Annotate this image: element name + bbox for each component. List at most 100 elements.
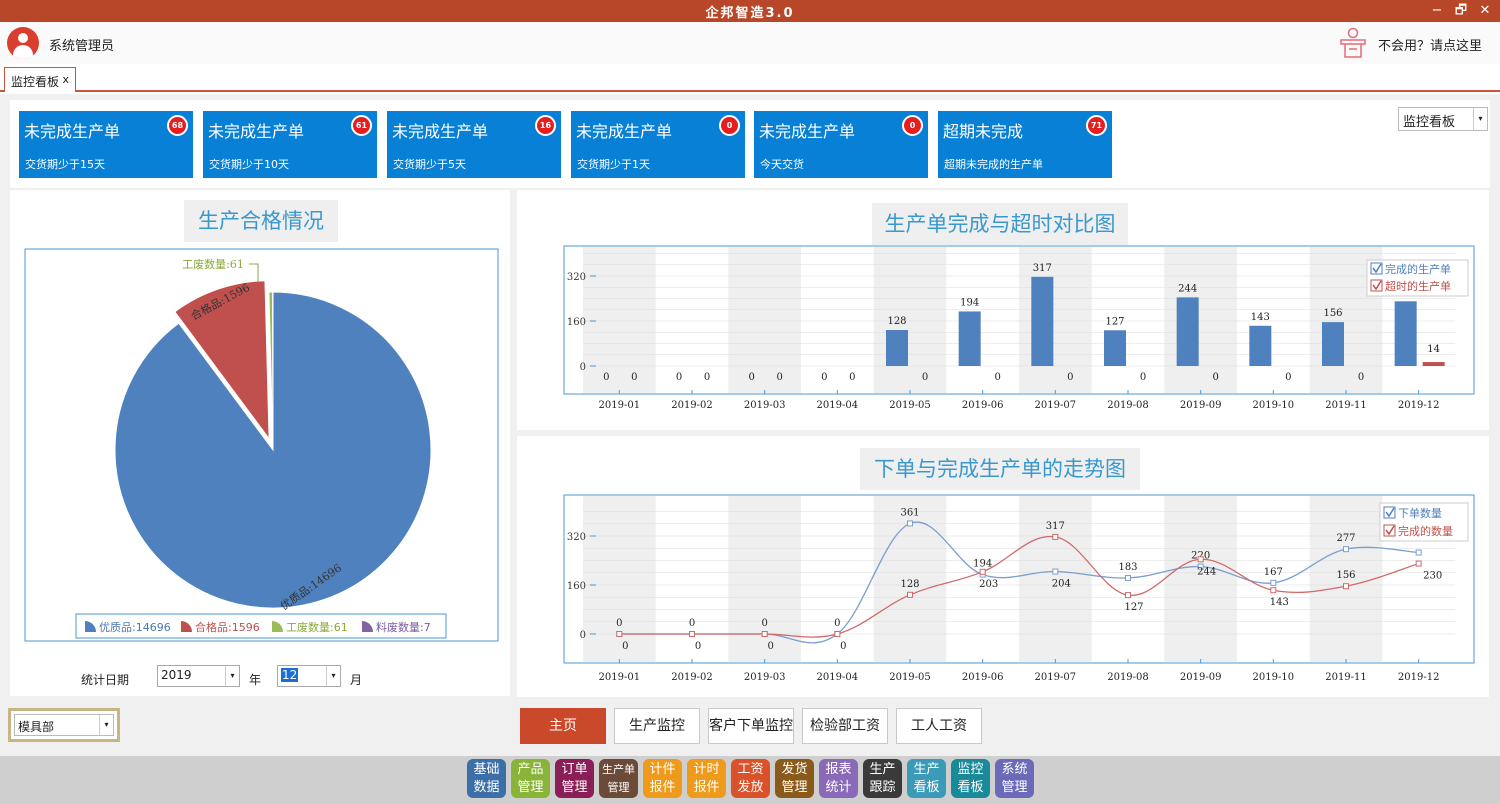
chevron-down-icon[interactable]: ▾ [225, 666, 239, 686]
dock-item[interactable]: 监控 看板 [951, 759, 990, 798]
dock-label: 系统 [1001, 762, 1028, 777]
dock-item[interactable]: 生产 看板 [907, 759, 946, 798]
help-icon[interactable] [1338, 27, 1368, 59]
data-point [1052, 533, 1059, 540]
card-title: 未完成生产单 [576, 122, 673, 141]
pie-panel: 生产合格情况 优质品:14696 合格品:1596 工废数量:61 优质品:14696… [10, 190, 510, 656]
x-tick-label: 2019-06 [962, 672, 1004, 683]
dock-label: 发货 [781, 762, 808, 777]
data-point [1052, 568, 1059, 575]
legend-label: 完成的生产单 [1385, 262, 1451, 276]
dock-label: 生产单 [602, 763, 635, 776]
legend-label: 优质品:14696 [99, 621, 171, 634]
chevron-down-icon[interactable]: ▾ [1473, 108, 1487, 130]
data-label: 127 [1105, 316, 1124, 327]
year-select[interactable]: 2019 ▾ [157, 665, 240, 687]
alert-card[interactable]: 超期未完成 71 超期未完成的生产单 [938, 111, 1112, 178]
avatar-icon[interactable] [7, 27, 39, 59]
nav-button-customer-order-monitor[interactable]: 客户下单监控 [708, 708, 794, 744]
alert-card[interactable]: 未完成生产单 0 交货期少于1天 [571, 111, 745, 178]
dock-item[interactable]: 订单 管理 [555, 759, 594, 798]
nav-button-inspection-wages[interactable]: 检验部工资 [802, 708, 888, 744]
card-subtitle: 今天交货 [760, 158, 804, 171]
dock-item[interactable]: 生产单 管理 [599, 759, 638, 798]
legend-label: 超时的生产单 [1385, 279, 1451, 293]
dock-item[interactable]: 计件 报件 [643, 759, 682, 798]
card-title: 未完成生产单 [759, 122, 856, 141]
check-icon [1372, 280, 1382, 291]
legend-label: 合格品:1596 [195, 620, 260, 634]
data-label: 0 [1140, 372, 1146, 383]
bar-chart-title: 生产单完成与超时对比图 [872, 203, 1128, 245]
card-subtitle: 交货期少于1天 [577, 158, 650, 171]
data-label: 143 [1270, 597, 1289, 608]
date-filter: 统计日期 2019 ▾ 年 12 ▾ 月 [10, 656, 510, 696]
data-label: 0 [1285, 372, 1291, 383]
minimize-button[interactable]: − [1431, 3, 1443, 18]
dock-label: 订单 [561, 762, 588, 777]
data-label: 183 [1118, 562, 1137, 573]
data-label: 0 [676, 372, 682, 383]
data-point [979, 568, 986, 575]
legend-swatch [272, 621, 283, 632]
x-tick-label: 2019-05 [889, 672, 931, 683]
nav-button-worker-wages[interactable]: 工人工资 [896, 708, 982, 744]
dock-item[interactable]: 计时 报件 [687, 759, 726, 798]
dock-label: 统计 [825, 780, 852, 795]
close-button[interactable]: ✕ [1479, 3, 1491, 18]
legend-label: 工废数量:61 [286, 620, 348, 634]
dock-item[interactable]: 发货 管理 [775, 759, 814, 798]
dock-label: 生产 [913, 762, 940, 777]
count-badge: 68 [167, 115, 188, 136]
restore-button[interactable]: 🗗 [1454, 3, 1468, 18]
dock-label: 监控 [957, 762, 984, 777]
legend-swatch [362, 621, 373, 632]
dock-item[interactable]: 工资 发放 [731, 759, 770, 798]
nav-button-production-monitor[interactable]: 生产监控 [614, 708, 700, 744]
legend-label: 下单数量 [1398, 507, 1442, 520]
x-tick-label: 2019-02 [671, 672, 713, 683]
data-label: 0 [922, 372, 928, 383]
legend-swatch [181, 621, 192, 632]
view-select[interactable]: 监控看板 ▾ [1398, 107, 1488, 131]
x-tick-label: 2019-08 [1107, 400, 1149, 411]
dock-item[interactable]: 基础 数据 [467, 759, 506, 798]
data-label: 277 [1336, 533, 1355, 544]
alert-card[interactable]: 未完成生产单 16 交货期少于5天 [387, 111, 561, 178]
x-tick-label: 2019-07 [1035, 672, 1077, 683]
data-label: 0 [1358, 372, 1364, 383]
alert-card[interactable]: 未完成生产单 68 交货期少于15天 [19, 111, 193, 178]
y-tick-label: 320 [567, 532, 586, 543]
data-label: 0 [834, 618, 840, 629]
tab-monitor-board[interactable]: 监控看板 x [4, 67, 76, 92]
nav-button-home[interactable]: 主页 [520, 708, 606, 744]
legend-label: 料废数量:7 [376, 620, 431, 634]
plot-band [1164, 496, 1237, 662]
dock-item[interactable]: 报表 统计 [819, 759, 858, 798]
dock-label: 报件 [693, 780, 720, 795]
dock-item[interactable]: 系统 管理 [995, 759, 1034, 798]
view-select-value: 监控看板 [1403, 115, 1456, 130]
alert-card[interactable]: 未完成生产单 0 今天交货 [754, 111, 928, 178]
x-tick-label: 2019-04 [817, 400, 859, 411]
alert-card[interactable]: 未完成生产单 61 交货期少于10天 [203, 111, 377, 178]
data-point [689, 631, 695, 637]
month-select[interactable]: 12 ▾ [277, 665, 341, 687]
data-label: 0 [840, 641, 846, 652]
count-badge: 61 [351, 115, 372, 136]
chevron-down-icon[interactable]: ▾ [99, 715, 113, 735]
department-select[interactable]: 模具部 ▾ [8, 708, 120, 742]
bar [1176, 297, 1199, 366]
x-tick-label: 2019-11 [1325, 400, 1367, 411]
x-tick-label: 2019-02 [671, 400, 713, 411]
department-value: 模具部 [18, 720, 55, 734]
dock-item[interactable]: 生产 跟踪 [863, 759, 902, 798]
dashboard-content: 未完成生产单 68 交货期少于15天 未完成生产单 61 交货期少于10天 未完… [0, 94, 1500, 756]
dock-label: 看板 [913, 780, 940, 795]
help-link[interactable]: 不会用？请点这里 [1378, 39, 1483, 54]
tab-close-icon[interactable]: x [62, 73, 69, 86]
chevron-down-icon[interactable]: ▾ [326, 666, 340, 686]
dock-item[interactable]: 产品 管理 [511, 759, 550, 798]
